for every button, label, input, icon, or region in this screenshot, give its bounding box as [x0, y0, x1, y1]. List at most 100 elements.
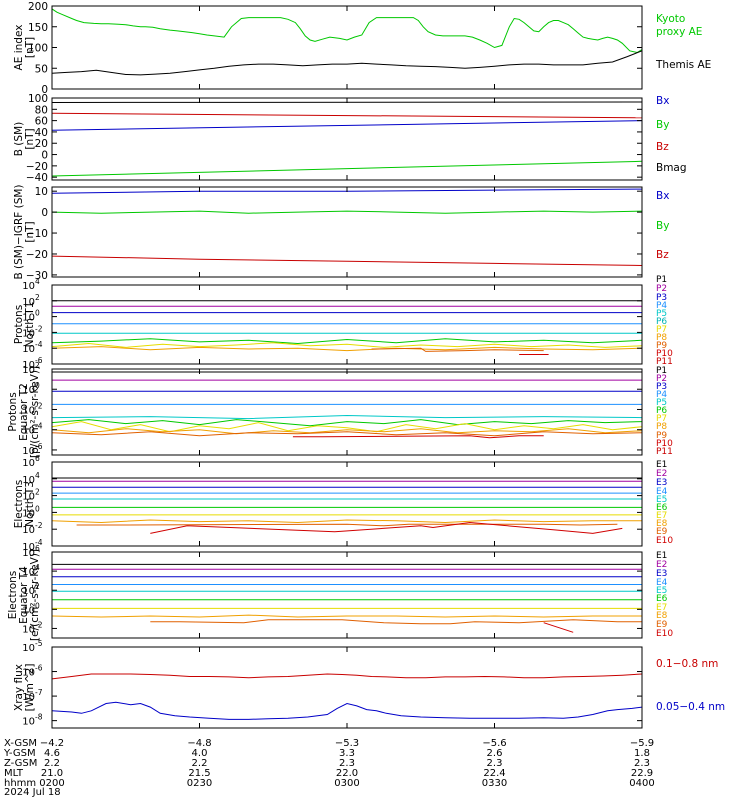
panel-axis-label: Protons [7, 392, 19, 431]
panel-frame [51, 5, 643, 90]
legend-entry: E5 [656, 586, 667, 596]
x-axis-tick-label: −5.6 [482, 738, 506, 749]
x-axis-row-label: hhmm [4, 778, 36, 789]
y-tick-exponent: 0 [35, 601, 40, 610]
x-axis-tick-label: 0400 [629, 778, 654, 789]
panel-frame [51, 368, 643, 456]
series-line-5-5 [51, 414, 643, 420]
y-tick-exponent: -5 [35, 639, 43, 648]
legend-entry: E7 [656, 511, 667, 521]
legend-entry: E8 [656, 611, 668, 621]
x-axis-tick-label: 3.3 [339, 748, 355, 759]
legend-entry: E2 [656, 560, 667, 570]
y-tick-label: 10 [22, 297, 35, 308]
y-tick-label: 10 [22, 548, 35, 559]
x-axis-tick-label: 22.0 [336, 768, 358, 779]
y-tick-label: 10 [22, 624, 35, 635]
panel-axis-label: [e/(cm²-s-sr-keV)] [29, 549, 41, 641]
y-tick-label: 10 [22, 643, 35, 654]
y-tick-exponent: -2 [35, 620, 43, 629]
y-tick-label: −20 [26, 161, 48, 173]
y-tick-exponent: 2 [35, 582, 40, 591]
panel-axis-label: B (SM)−IGRF (SM) [13, 184, 25, 279]
y-tick-exponent: -2 [35, 521, 43, 530]
y-tick-exponent: -8 [35, 713, 43, 722]
y-tick-label: 100 [28, 43, 48, 55]
y-tick-label: 10 [22, 365, 35, 376]
panel-frame [51, 461, 643, 547]
y-tick-label: −20 [26, 249, 48, 261]
legend-entry: E9 [656, 527, 668, 537]
panel-frame [51, 646, 643, 729]
legend-entry: Bz [656, 141, 669, 153]
series-line-6-10 [150, 521, 623, 534]
series-line-5-7 [51, 421, 643, 433]
x-axis-tick-label: −4.8 [187, 738, 211, 749]
legend-entry: P2 [656, 374, 667, 384]
y-tick-label: 10 [22, 508, 35, 519]
y-tick-label: 60 [35, 116, 48, 128]
y-tick-label: 0 [41, 150, 48, 162]
y-tick-label: 10 [22, 360, 35, 371]
y-tick-label: 10 [22, 668, 35, 679]
x-axis-tick-label: 22.4 [483, 768, 505, 779]
legend-entry: P5 [656, 398, 667, 408]
y-tick-label: 10 [22, 458, 35, 469]
legend-entry: E6 [656, 503, 668, 513]
series-line-3-3 [51, 255, 643, 266]
y-tick-label: −40 [26, 172, 48, 184]
legend-entry: P8 [656, 333, 667, 343]
panel-axis-label: Equator T4 [18, 566, 30, 624]
panel-axis-label: Protons [13, 305, 25, 344]
legend-entry: E1 [656, 460, 667, 470]
x-axis-tick-label: −4.2 [40, 738, 64, 749]
legend-entry: Bx [656, 190, 669, 202]
legend-entry: P1 [656, 275, 667, 285]
panel-axis-label: [p/(cm²-s-sr-keV)] [29, 366, 41, 458]
legend-entry: E5 [656, 495, 667, 505]
y-tick-label: 10 [22, 385, 35, 396]
legend-entry: Bz [656, 249, 669, 261]
series-line-7-10 [543, 622, 574, 633]
x-axis-row-label: Z-GSM [4, 758, 37, 769]
y-tick-label: 150 [28, 22, 48, 34]
series-line-7-9 [150, 619, 642, 625]
panel-3: −30 −20 −10 0 10 B (SM)−IGRF (SM) [nT] Bx By Bz [13, 184, 669, 281]
y-tick-exponent: 0 [35, 504, 40, 513]
legend-entry: Themis AE [655, 59, 711, 71]
panel-axis-label: Equator T2 [18, 383, 30, 441]
panel-axis-label: [nT] [24, 221, 36, 242]
series-line-4-8 [51, 346, 643, 352]
x-axis-tick-label: 0230 [187, 778, 212, 789]
legend-entry: P11 [656, 447, 673, 457]
series-line-4-9 [371, 347, 544, 352]
series-line-6-9 [76, 523, 618, 527]
legend-entry: Bx [656, 95, 669, 107]
x-axis-row-label: 2024 Jul 18 [4, 787, 61, 798]
x-axis-tick-label: 21.5 [188, 768, 210, 779]
legend-entry: E3 [656, 478, 667, 488]
panel-axis-label: Electrons [13, 480, 25, 529]
y-tick-exponent: -2 [35, 324, 43, 333]
series-line-1-1 [51, 8, 643, 54]
series-line-5-9 [51, 431, 643, 437]
panel-axis-label: B (SM) [13, 122, 25, 156]
x-axis-tick-label: 0300 [334, 778, 359, 789]
legend-entry: E9 [656, 620, 668, 630]
x-axis-tick-label: 2.6 [487, 748, 503, 759]
y-tick-label: 10 [22, 405, 35, 416]
legend-entry: Kyoto [656, 13, 685, 25]
y-tick-label: 40 [35, 127, 48, 139]
legend-entry: P3 [656, 293, 667, 303]
y-tick-exponent: 2 [35, 361, 40, 370]
legend-entry: By [656, 119, 669, 131]
series-line-5-8 [51, 428, 643, 435]
panel-axis-label: North T3 [24, 481, 36, 527]
y-tick-label: 100 [28, 93, 48, 105]
panel-axis-label: North T1 [24, 302, 36, 348]
y-tick-label: −10 [26, 228, 48, 240]
legend-entry: P7 [656, 414, 667, 424]
x-axis-row-label: MLT [4, 768, 24, 779]
y-tick-label: 10 [22, 281, 35, 292]
